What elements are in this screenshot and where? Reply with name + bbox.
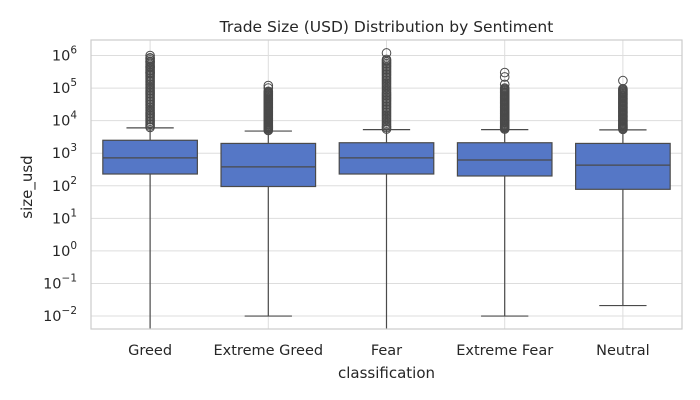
y-tick-label: 103 [52, 142, 77, 162]
plot-boxes [102, 48, 671, 329]
outlier-point [499, 67, 510, 78]
y-tick-label: 100 [52, 240, 77, 260]
y-tick-label: 101 [52, 207, 77, 227]
box-neutral [575, 75, 671, 307]
box-extreme-fear [456, 67, 553, 317]
outlier-point [499, 72, 510, 82]
x-axis-label: classification [338, 364, 435, 382]
plot-frame [90, 39, 683, 330]
outlier-point [145, 50, 155, 61]
x-tick-labels: Greed Extreme Greed Fear Extreme Fear Neutra… [128, 343, 650, 359]
y-tick-label: 10−2 [43, 305, 77, 325]
outlier-point [381, 48, 392, 58]
y-tick-label: 106 [52, 45, 77, 65]
outlier-point [145, 67, 155, 78]
outlier-point [381, 54, 392, 65]
box-fear [338, 48, 435, 329]
box-greed [102, 50, 198, 329]
y-axis-label: size_usd [18, 155, 37, 218]
y-tick-label: 105 [52, 77, 77, 97]
x-tick-label: Neutral [596, 343, 650, 359]
outlier-point [145, 62, 155, 72]
outlier-point [263, 83, 274, 93]
outlier-point [618, 75, 628, 86]
box-iqr [575, 142, 671, 190]
box-iqr [102, 139, 198, 175]
chart-title: Trade Size (USD) Distribution by Sentime… [219, 18, 554, 36]
outlier-point [145, 57, 155, 67]
x-tick-label: Extreme Fear [456, 343, 553, 359]
outlier-point [499, 83, 510, 93]
box-iqr [456, 142, 553, 177]
outlier-point [263, 86, 274, 97]
y-tick-labels: 10−2 10−1 100 101 102 103 104 105 106 [43, 45, 77, 326]
outlier-point [263, 80, 274, 91]
x-tick-label: Greed [128, 343, 172, 359]
box-extreme-greed [220, 80, 317, 317]
y-tick-label: 10−1 [43, 272, 77, 292]
y-tick-label: 102 [52, 175, 77, 195]
x-tick-label: Fear [371, 343, 402, 359]
x-tick-label: Extreme Greed [214, 343, 324, 359]
box-iqr [220, 142, 317, 188]
y-tick-label: 104 [52, 110, 77, 130]
outlier-point [499, 79, 510, 90]
